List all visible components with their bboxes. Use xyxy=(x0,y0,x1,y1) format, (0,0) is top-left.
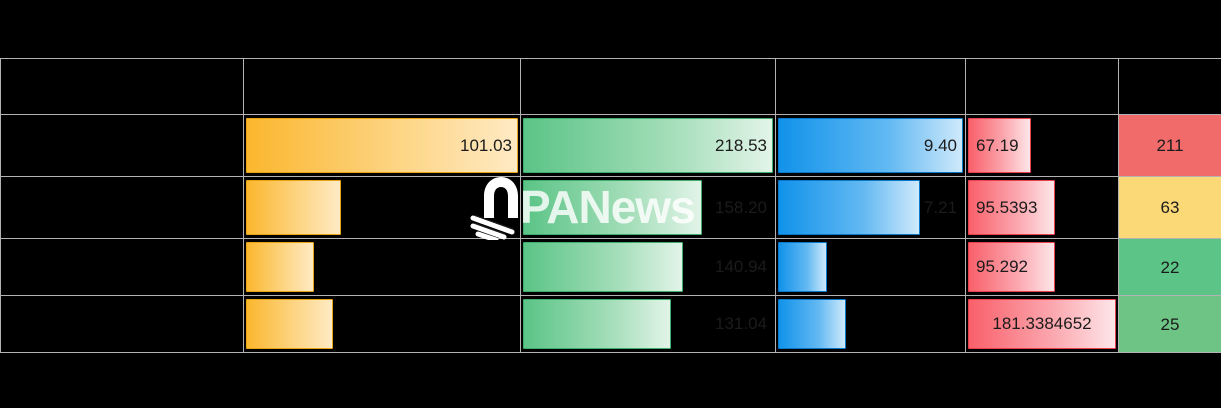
table-row[interactable]: 101.03 218.53 9.40 67.19 211 xyxy=(0,114,1221,177)
databar-cell-blue[interactable] xyxy=(775,295,966,353)
colorscale-cell[interactable]: 63 xyxy=(1118,176,1221,239)
databar-value-green: 131.04 xyxy=(715,314,767,333)
databar-cell-green[interactable]: 158.20 xyxy=(520,176,776,239)
databar-cell-orange[interactable] xyxy=(243,238,521,296)
table-row[interactable]: 140.94 95.292 22 xyxy=(0,238,1221,296)
colorscale-cell[interactable]: 22 xyxy=(1118,238,1221,296)
databar-cell-orange[interactable] xyxy=(243,176,521,239)
colorscale-value: 25 xyxy=(1160,314,1180,334)
databar-cell-red[interactable]: 181.3384652 xyxy=(965,295,1119,353)
databar-cell-blue[interactable]: 9.40 xyxy=(775,114,966,177)
databar-green xyxy=(523,242,683,292)
databar-green xyxy=(523,118,773,173)
colorscale-cell[interactable]: 211 xyxy=(1118,114,1221,177)
header-cell-heat xyxy=(1118,58,1221,115)
table-row[interactable]: 158.20 7.21 95.5393 63 xyxy=(0,176,1221,239)
databar-blue xyxy=(778,299,846,349)
databar-value-green: 158.20 xyxy=(715,197,767,217)
databar-cell-blue[interactable]: 7.21 xyxy=(775,176,966,239)
databar-cell-green[interactable]: 218.53 xyxy=(520,114,776,177)
databar-cell-orange[interactable] xyxy=(243,295,521,353)
row-label-cell[interactable] xyxy=(0,238,244,296)
header-cell-orange xyxy=(243,58,521,115)
table-header-row xyxy=(0,58,1221,115)
databar-cell-green[interactable]: 131.04 xyxy=(520,295,776,353)
databar-orange xyxy=(246,118,518,173)
databar-red xyxy=(968,118,1031,173)
row-label-cell[interactable] xyxy=(0,176,244,239)
databar-red xyxy=(968,180,1056,235)
colorscale-value: 63 xyxy=(1160,198,1180,217)
header-cell-green xyxy=(520,58,776,115)
databar-green xyxy=(523,180,702,235)
databar-orange xyxy=(246,180,342,235)
databar-red xyxy=(968,299,1116,349)
databar-cell-orange[interactable]: 101.03 xyxy=(243,114,521,177)
databar-orange xyxy=(246,242,314,292)
databar-value-blue: 7.21 xyxy=(923,197,957,217)
databar-cell-red[interactable]: 95.292 xyxy=(965,238,1119,296)
databar-cell-green[interactable]: 140.94 xyxy=(520,238,776,296)
header-cell-red xyxy=(965,58,1119,115)
header-cell-blue xyxy=(775,58,966,115)
colorscale-value: 22 xyxy=(1160,257,1180,277)
databar-red xyxy=(968,242,1056,292)
row-label-cell[interactable] xyxy=(0,114,244,177)
databar-cell-red[interactable]: 95.5393 xyxy=(965,176,1119,239)
databar-value-green: 140.94 xyxy=(715,257,767,276)
header-cell-label xyxy=(0,58,244,115)
databar-blue xyxy=(778,180,920,235)
databar-cell-red[interactable]: 67.19 xyxy=(965,114,1119,177)
databar-blue xyxy=(778,118,963,173)
databar-orange xyxy=(246,299,334,349)
databar-blue xyxy=(778,242,827,292)
databar-green xyxy=(523,299,672,349)
table-row[interactable]: 131.04 181.3384652 25 xyxy=(0,295,1221,353)
colorscale-value: 211 xyxy=(1156,136,1184,155)
colorscale-cell[interactable]: 25 xyxy=(1118,295,1221,353)
databar-cell-blue[interactable] xyxy=(775,238,966,296)
data-table: 101.03 218.53 9.40 67.19 211 xyxy=(0,58,1221,353)
row-label-cell[interactable] xyxy=(0,295,244,353)
